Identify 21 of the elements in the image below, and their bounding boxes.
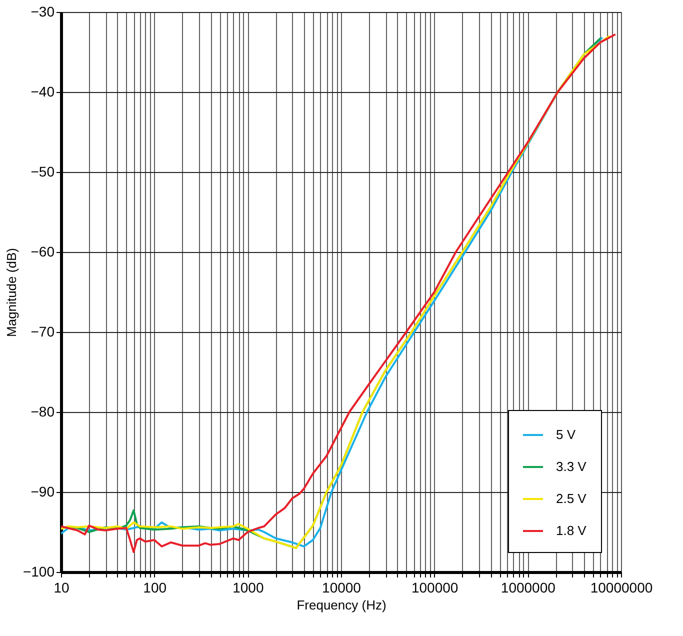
y-axis-title: Magnitude (dB) bbox=[4, 248, 19, 337]
y-tick-label: −40 bbox=[30, 84, 55, 100]
x-tick-label: 1000 bbox=[232, 580, 264, 596]
y-tick-label: −50 bbox=[30, 164, 55, 180]
x-tick-label: 10000 bbox=[322, 580, 362, 596]
x-tick-label: 10 bbox=[54, 580, 70, 596]
y-tick-label: −70 bbox=[30, 324, 55, 340]
x-tick-label: 100000 bbox=[411, 580, 458, 596]
legend-label: 1.8 V bbox=[556, 523, 587, 538]
legend-label: 2.5 V bbox=[556, 491, 587, 506]
legend-label: 3.3 V bbox=[556, 459, 587, 474]
legend-label: 5 V bbox=[556, 427, 576, 442]
x-axis-title: Frequency (Hz) bbox=[296, 598, 386, 612]
y-tick-label: −60 bbox=[30, 244, 55, 260]
y-tick-label: −30 bbox=[30, 4, 55, 20]
y-tick-label: −100 bbox=[22, 564, 55, 580]
y-tick-label: −80 bbox=[30, 404, 55, 420]
y-tick-label: −90 bbox=[30, 484, 55, 500]
x-tick-label: 10000000 bbox=[590, 580, 653, 596]
x-tick-label: 1000000 bbox=[500, 580, 556, 596]
x-tick-label: 100 bbox=[143, 580, 167, 596]
